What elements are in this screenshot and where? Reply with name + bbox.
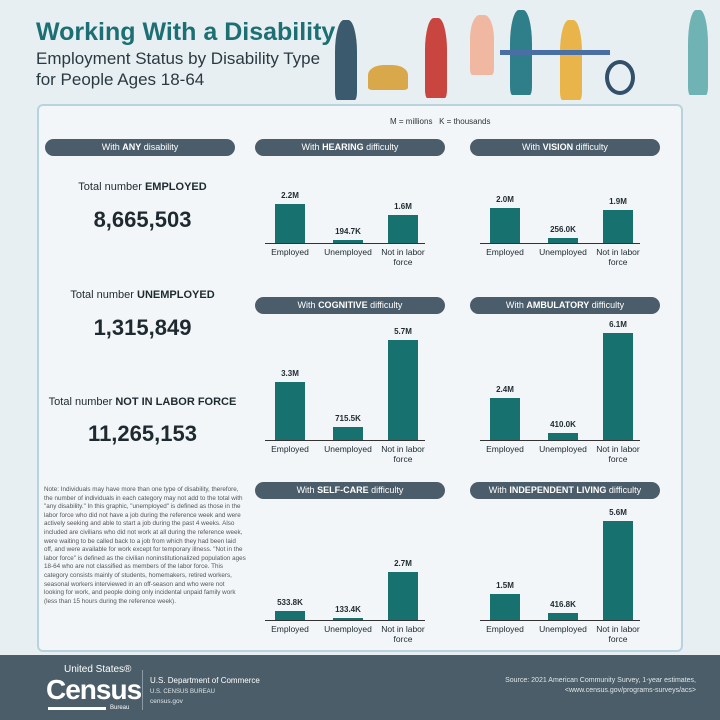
chart-title: With INDEPENDENT LIVING difficulty — [470, 482, 660, 499]
census-logo: Census — [46, 674, 142, 705]
page-subtitle: Employment Status by Disability Type for… — [36, 49, 321, 89]
category-label: Employed — [486, 247, 524, 257]
person-figure — [470, 15, 494, 75]
chart-title: With VISION difficulty — [470, 139, 660, 156]
category-label: Unemployed — [539, 624, 587, 634]
bar — [548, 238, 578, 243]
bar — [490, 207, 520, 243]
category-label: Unemployed — [324, 624, 372, 634]
chart-title: With HEARING difficulty — [255, 139, 445, 156]
bar — [388, 572, 418, 620]
data-label: 2.7M — [394, 559, 412, 569]
site-link[interactable]: census.gov — [150, 698, 183, 705]
category-label: Employed — [486, 444, 524, 454]
employed-label: Total number EMPLOYED — [78, 181, 207, 193]
chart-title: With AMBULATORY difficulty — [470, 297, 660, 314]
footer-divider — [142, 670, 143, 710]
x-axis — [265, 620, 425, 621]
chart-title: With SELF-CARE difficulty — [255, 482, 445, 499]
bar — [333, 617, 363, 620]
category-label: Unemployed — [324, 444, 372, 454]
data-label: 1.9M — [609, 196, 627, 206]
category-label: Employed — [271, 444, 309, 454]
source-text: Source: 2021 American Community Survey, … — [505, 676, 696, 696]
data-label: 1.6M — [394, 201, 412, 211]
data-label: 194.7K — [335, 226, 361, 236]
data-label: 416.8K — [550, 599, 576, 609]
data-label: 410.0K — [550, 419, 576, 429]
wheelchair-icon — [605, 60, 635, 95]
data-label: 5.7M — [394, 326, 412, 336]
source-line: Source: 2021 American Community Survey, … — [505, 677, 696, 684]
bar — [388, 214, 418, 243]
category-label: Not in labor force — [381, 624, 425, 644]
data-label: 2.2M — [281, 191, 299, 201]
bureau-name: U.S. CENSUS BUREAU — [150, 689, 216, 695]
bar — [548, 432, 578, 440]
bar — [490, 593, 520, 620]
data-label: 6.1M — [609, 319, 627, 329]
category-label: Employed — [486, 624, 524, 634]
category-label: Not in labor force — [381, 247, 425, 267]
guide-dog-figure — [368, 65, 408, 90]
person-figure — [688, 10, 708, 95]
units-legend: M = millions K = thousands — [390, 117, 491, 126]
unemployed-value: 1,315,849 — [93, 315, 192, 340]
category-label: Unemployed — [539, 247, 587, 257]
bar — [275, 381, 305, 440]
page-title: Working With a Disability — [36, 18, 336, 46]
person-figure — [425, 18, 447, 98]
content-panel — [37, 104, 683, 652]
source-link[interactable]: <www.census.gov/programs-surveys/acs> — [564, 687, 696, 694]
bar — [275, 610, 305, 620]
person-figure — [335, 20, 357, 100]
nilf-value: 11,265,153 — [88, 421, 197, 446]
data-label: 533.8K — [277, 597, 303, 607]
nilf-label: Total number NOT IN LABOR FORCE — [48, 396, 237, 408]
unemployed-label: Total number UNEMPLOYED — [70, 289, 215, 301]
data-label: 1.5M — [496, 580, 514, 590]
bar — [275, 204, 305, 243]
employed-value: 8,665,503 — [93, 207, 192, 232]
footer — [0, 655, 720, 720]
bar — [603, 521, 633, 620]
category-label: Unemployed — [539, 444, 587, 454]
x-axis — [265, 440, 425, 441]
any-disability-pill: With ANY disability — [45, 139, 235, 156]
logo-top: United States® — [64, 664, 132, 675]
person-figure — [560, 20, 582, 100]
note-text: Note: Individuals may have more than one… — [44, 486, 246, 605]
category-label: Unemployed — [324, 247, 372, 257]
bar — [388, 339, 418, 440]
category-label: Employed — [271, 247, 309, 257]
data-label: 715.5K — [335, 414, 361, 424]
category-label: Not in labor force — [596, 444, 640, 464]
data-label: 3.3M — [281, 368, 299, 378]
category-label: Not in labor force — [596, 247, 640, 267]
logo-bar — [48, 707, 106, 710]
data-label: 133.4K — [335, 604, 361, 614]
logo-bureau: Bureau — [110, 705, 130, 711]
x-axis — [265, 243, 425, 244]
data-label: 5.6M — [609, 508, 627, 518]
x-axis — [480, 243, 640, 244]
category-label: Not in labor force — [381, 444, 425, 464]
category-label: Not in labor force — [596, 624, 640, 644]
data-label: 256.0K — [550, 225, 576, 235]
x-axis — [480, 440, 640, 441]
chart-title: With COGNITIVE difficulty — [255, 297, 445, 314]
data-label: 2.0M — [496, 194, 514, 204]
x-axis — [480, 620, 640, 621]
bar — [603, 209, 633, 243]
bar — [333, 427, 363, 440]
desk-figure — [500, 50, 610, 55]
data-label: 2.4M — [496, 384, 514, 394]
bar — [490, 397, 520, 440]
bar — [333, 239, 363, 243]
dept-name: U.S. Department of Commerce — [150, 676, 260, 685]
bar — [603, 332, 633, 440]
bar — [548, 612, 578, 620]
category-label: Employed — [271, 624, 309, 634]
